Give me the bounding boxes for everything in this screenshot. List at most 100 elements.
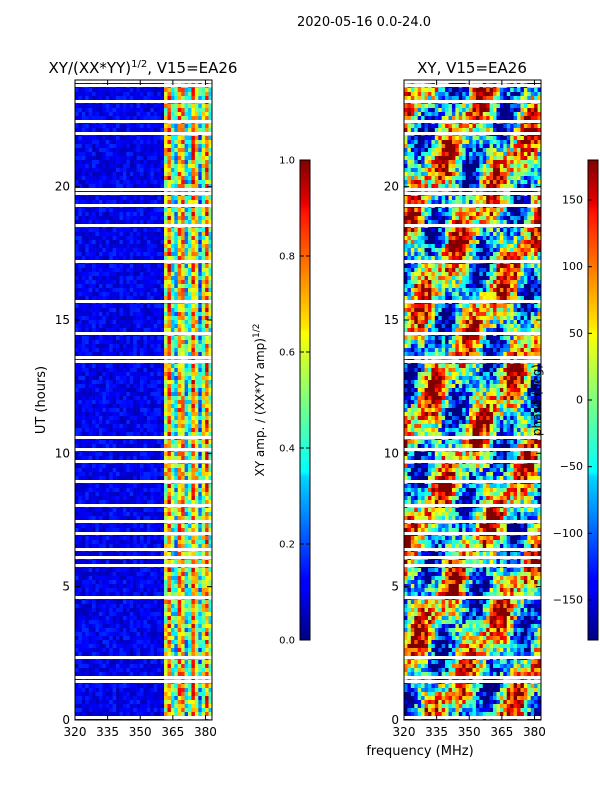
amplitude-heatmap-cell <box>164 216 168 221</box>
amplitude-heatmap-cell <box>129 408 134 413</box>
amplitude-heatmap-cell <box>198 196 203 201</box>
amplitude-heatmap-cell <box>129 172 134 177</box>
amplitude-heatmap-cell <box>177 304 182 309</box>
amplitude-heatmap-cell <box>88 572 93 577</box>
amplitude-heatmap-cell <box>105 212 110 217</box>
amplitude-heatmap-cell <box>140 312 144 317</box>
amplitude-heatmap-cell <box>205 472 209 477</box>
amplitude-heatmap-cell <box>191 152 196 157</box>
amplitude-heatmap-cell <box>88 196 93 201</box>
amplitude-heatmap-cell <box>112 440 117 445</box>
amplitude-heatmap-cell <box>170 308 175 313</box>
amplitude-heatmap-cell <box>153 196 158 201</box>
amplitude-heatmap-cell <box>122 324 127 329</box>
amplitude-heatmap-cell <box>143 248 148 253</box>
amplitude-heatmap-cell <box>157 124 161 129</box>
amplitude-heatmap-cell <box>116 228 120 233</box>
amplitude-heatmap-cell <box>78 228 83 233</box>
amplitude-heatmap-cell <box>105 552 110 557</box>
amplitude-heatmap-cell <box>92 328 96 333</box>
amplitude-heatmap-cell <box>129 444 134 449</box>
amplitude-heatmap-cell <box>105 428 110 433</box>
amplitude-heatmap-cell <box>81 116 86 121</box>
amplitude-heatmap-cell <box>201 536 206 541</box>
amplitude-heatmap-cell <box>122 176 127 181</box>
amplitude-heatmap-cell <box>191 180 196 185</box>
amplitude-heatmap-cell <box>164 208 168 213</box>
amplitude-heatmap-cell <box>153 168 158 173</box>
amplitude-heatmap-cell <box>208 560 212 565</box>
amplitude-heatmap-cell <box>150 96 155 101</box>
amplitude-heatmap-cell <box>81 484 86 489</box>
amplitude-heatmap-cell <box>129 328 134 333</box>
amplitude-heatmap-cell <box>95 324 100 329</box>
amplitude-heatmap-cell <box>112 180 117 185</box>
amplitude-heatmap-cell <box>164 144 168 149</box>
amplitude-heatmap-cell <box>85 152 89 157</box>
amplitude-heatmap-cell <box>177 396 182 401</box>
amplitude-heatmap-cell <box>81 216 86 221</box>
amplitude-heatmap-cell <box>194 240 199 245</box>
amplitude-heatmap-cell <box>78 412 83 417</box>
amplitude-heatmap-cell <box>160 160 165 165</box>
amplitude-heatmap-cell <box>188 432 192 437</box>
amplitude-heatmap-cell <box>95 400 100 405</box>
amplitude-heatmap-cell <box>122 116 127 121</box>
amplitude-heatmap-cell <box>177 508 182 513</box>
amplitude-heatmap-cell <box>194 432 199 437</box>
amplitude-heatmap-cell <box>157 156 161 161</box>
amplitude-heatmap-cell <box>181 88 185 93</box>
amplitude-heatmap-cell <box>194 140 199 145</box>
amplitude-heatmap-cell <box>75 276 79 281</box>
amplitude-heatmap-cell <box>205 572 209 577</box>
amplitude-heatmap-cell <box>116 104 120 109</box>
amplitude-heatmap-cell <box>119 376 124 381</box>
amplitude-heatmap-cell <box>136 256 141 261</box>
amplitude-heatmap-cell <box>109 276 113 281</box>
amplitude-heatmap-cell <box>116 252 120 257</box>
amplitude-heatmap-cell <box>78 456 83 461</box>
amplitude-heatmap-cell <box>146 552 151 557</box>
amplitude-heatmap-cell <box>81 364 86 369</box>
amplitude-heatmap-cell <box>164 420 168 425</box>
amplitude-heatmap-cell <box>157 168 161 173</box>
amplitude-heatmap-cell <box>181 336 185 341</box>
amplitude-heatmap-cell <box>119 148 124 153</box>
amplitude-heatmap-cell <box>95 416 100 421</box>
amplitude-heatmap-cell <box>184 296 189 301</box>
amplitude-heatmap-cell <box>116 200 120 205</box>
amplitude-heatmap-cell <box>102 560 107 565</box>
amplitude-heatmap-cell <box>78 488 83 493</box>
amplitude-heatmap-cell <box>188 196 192 201</box>
amplitude-heatmap-cell <box>122 148 127 153</box>
amplitude-heatmap-cell <box>122 296 127 301</box>
amplitude-heatmap-cell <box>85 364 89 369</box>
amplitude-heatmap-cell <box>126 452 131 457</box>
amplitude-heatmap-cell <box>119 492 124 497</box>
amplitude-heatmap-cell <box>198 208 203 213</box>
amplitude-heatmap-cell <box>194 176 199 181</box>
amplitude-heatmap-cell <box>198 252 203 257</box>
amplitude-heatmap-cell <box>129 456 134 461</box>
amplitude-heatmap-cell <box>136 292 141 297</box>
amplitude-heatmap-cell <box>167 488 172 493</box>
amplitude-heatmap-cell <box>140 452 144 457</box>
amplitude-heatmap-cell <box>177 568 182 573</box>
amplitude-heatmap-cell <box>109 212 113 217</box>
amplitude-heatmap-cell <box>153 464 158 469</box>
amplitude-heatmap-cell <box>109 416 113 421</box>
amplitude-heatmap-cell <box>136 400 141 405</box>
amplitude-heatmap-cell <box>188 540 192 545</box>
amplitude-heatmap-cell <box>102 296 107 301</box>
amplitude-heatmap-cell <box>160 496 165 501</box>
amplitude-heatmap-cell <box>205 568 209 573</box>
amplitude-heatmap-cell <box>102 232 107 237</box>
amplitude-heatmap-cell <box>146 404 151 409</box>
amplitude-heatmap-cell <box>191 432 196 437</box>
amplitude-heatmap-cell <box>112 424 117 429</box>
amplitude-heatmap-cell <box>78 512 83 517</box>
amplitude-heatmap-cell <box>129 292 134 297</box>
amplitude-heatmap-cell <box>188 516 192 521</box>
amplitude-heatmap-cell <box>188 536 192 541</box>
amplitude-heatmap-cell <box>140 372 144 377</box>
